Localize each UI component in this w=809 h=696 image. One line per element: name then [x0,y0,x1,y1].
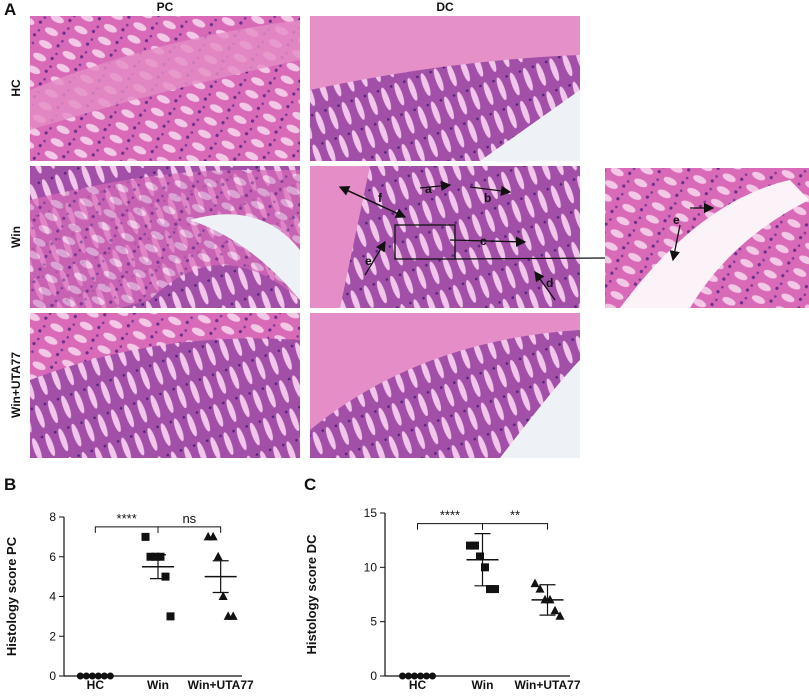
y-tick-label: 5 [370,615,377,629]
significance-bracket [94,526,159,533]
panel-letter: C [304,475,316,494]
data-point [550,605,560,615]
data-point [535,584,545,593]
data-point [141,532,150,541]
x-tick-label: HC [87,678,105,691]
column-label: DC [436,0,454,14]
data-point [476,552,484,561]
x-tick-label: Win [472,678,494,691]
data-point [146,552,155,561]
annotation-arrows [338,180,715,301]
annotation: c [480,234,487,248]
y-tick-label: 0 [49,669,56,683]
significance-bracket [417,523,483,530]
panel-letter: A [4,0,16,19]
x-tick-label: Win [147,678,169,691]
data-point [156,552,165,561]
row-label: HC [9,79,23,97]
data-point [228,611,238,620]
data-point [429,672,436,680]
significance-label: ** [510,508,520,523]
data-point [481,563,489,572]
error-bar [150,554,166,580]
data-point [151,552,160,561]
row-label: Win+UTA77 [9,352,23,418]
data-point [213,551,223,561]
data-point [471,541,479,550]
significance-label: **** [117,511,137,526]
error-bar [212,560,229,594]
annotation: f [378,191,383,205]
data-point [218,591,228,600]
histology-images [30,16,809,458]
data-point [166,612,175,621]
y-tick-label: 15 [364,506,378,520]
data-point [423,672,430,680]
annotation: e [365,254,372,268]
y-axis-label: Histology score PC [4,536,19,656]
data-point [100,672,108,680]
x-tick-label: Win+UTA77 [188,678,254,691]
y-tick-label: 8 [49,510,56,524]
significance-label: ns [182,511,196,526]
data-point [399,672,406,680]
x-tick-label: HC [409,678,427,691]
data-point [88,672,96,680]
data-point [466,541,474,550]
annotation: e [673,213,680,227]
y-tick-label: 6 [49,550,56,564]
data-point [76,672,84,680]
error-bar [474,533,491,587]
y-tick-label: 2 [49,629,56,643]
data-point [411,672,418,680]
significance-bracket [482,523,548,530]
error-bar [539,584,556,616]
column-label: PC [157,0,174,14]
data-point [486,585,494,594]
y-label-group: Histology score DC [304,534,319,655]
annotation: d [546,276,553,290]
data-point [161,572,170,581]
significance-label: **** [440,508,460,523]
data-point [94,672,102,680]
annotation: b [484,191,491,205]
data-point [405,672,412,680]
row-label: Win [9,226,23,248]
data-point [82,672,90,680]
data-point [530,578,540,588]
data-point [491,585,499,594]
x-tick-label: Win+UTA77 [514,678,580,691]
y-tick-label: 0 [370,669,377,683]
data-point [208,531,218,541]
y-tick-label: 4 [49,590,56,604]
y-axis-label: Histology score DC [304,534,319,655]
significance-bracket [157,526,222,533]
panel-letter: B [4,475,16,494]
data-point [555,611,565,620]
data-point [417,672,424,680]
y-tick-label: 10 [364,560,378,574]
y-label-group: Histology score PC [4,536,19,656]
annotation: a [425,182,432,196]
data-point [106,672,114,680]
